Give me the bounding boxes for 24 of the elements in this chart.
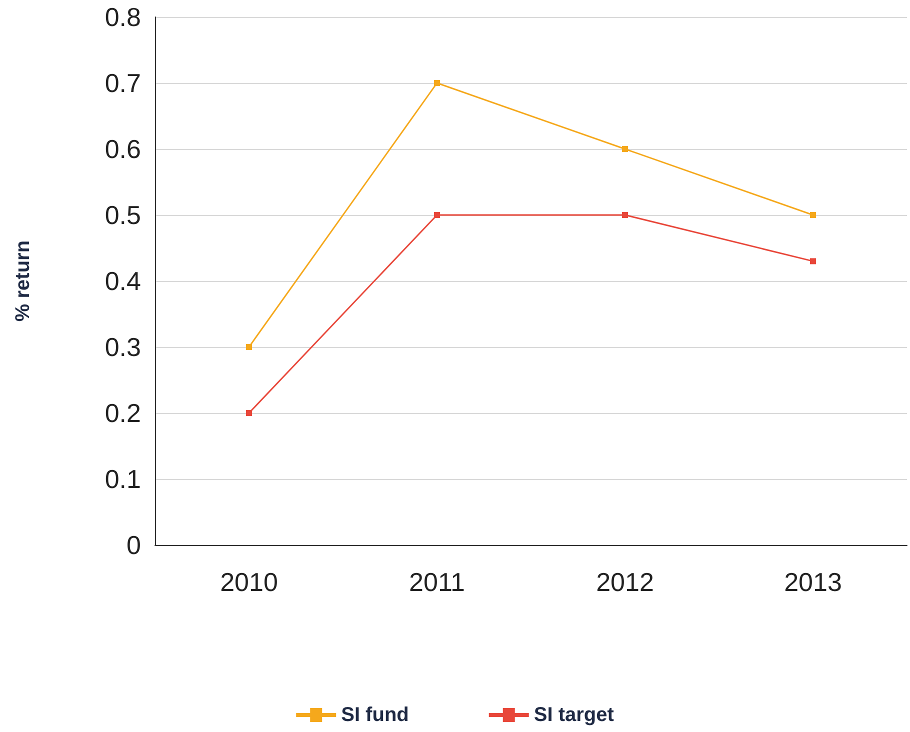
- point: [246, 410, 252, 416]
- point: [434, 212, 440, 218]
- x-tick-label: 2010: [220, 567, 278, 597]
- x-tick-label: 2011: [409, 567, 465, 597]
- point: [810, 258, 816, 264]
- y-tick-label: 0.3: [104, 332, 141, 362]
- y-tick-label: 0.8: [104, 2, 141, 32]
- y-tick-label: 0.2: [104, 398, 141, 428]
- y-tick-label: 0.7: [104, 68, 141, 98]
- y-tick-label: 0.4: [104, 266, 141, 296]
- legend-label: SI fund: [341, 704, 409, 726]
- y-tick-label: 0.6: [104, 134, 141, 164]
- x-tick-label: 2013: [784, 567, 842, 597]
- point: [810, 212, 816, 218]
- y-tick-label: 0: [126, 530, 141, 560]
- point: [434, 80, 440, 86]
- x-tick-label: 2012: [596, 567, 654, 597]
- y-axis-title: % return: [12, 240, 34, 322]
- point: [246, 344, 252, 350]
- point: [622, 212, 628, 218]
- y-tick-label: 0.1: [104, 464, 141, 494]
- legend-label: SI target: [534, 704, 614, 726]
- point: [622, 146, 628, 152]
- y-tick-label: 0.5: [104, 200, 141, 230]
